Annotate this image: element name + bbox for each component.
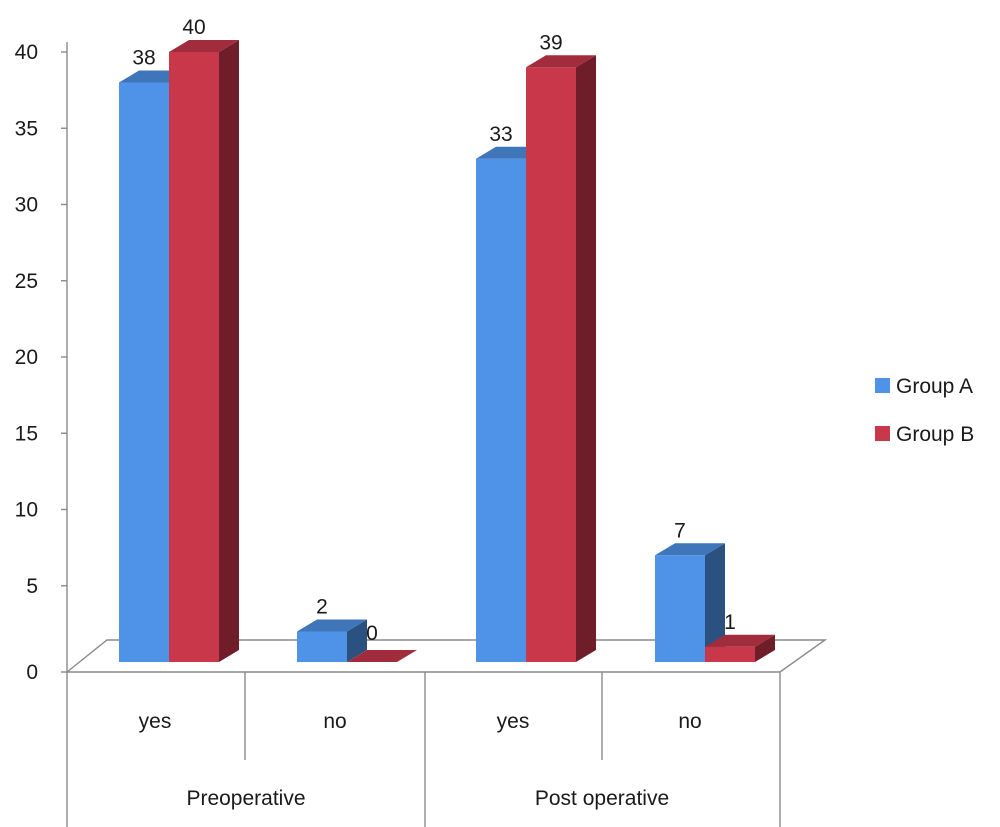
bar-side [219, 40, 239, 662]
data-label: 0 [366, 622, 378, 645]
bar-top [526, 55, 596, 68]
bar-group-b [705, 646, 755, 662]
y-tick-label: 40 [15, 41, 38, 64]
bar-top [169, 40, 239, 52]
bar-group-b [526, 67, 576, 662]
x-category-label: no [323, 710, 346, 733]
chart-floor [65, 639, 828, 673]
bar-side [576, 55, 596, 662]
data-label: 38 [132, 47, 155, 70]
x-category-label: yes [139, 710, 172, 733]
bar-group-a [476, 158, 526, 662]
legend-label: Group A [896, 375, 973, 398]
bar-group-b [169, 52, 219, 662]
legend: Group A Group B [875, 375, 974, 446]
bar-side [755, 634, 775, 662]
bars [119, 40, 775, 662]
y-tick-label: 25 [15, 270, 38, 293]
bar-top [347, 650, 417, 662]
data-label: 2 [316, 596, 328, 619]
y-tick-label: 0 [26, 661, 38, 684]
legend-swatch [875, 378, 890, 393]
bar-group-a [297, 631, 347, 662]
bar-side [347, 619, 367, 662]
legend-swatch [875, 426, 890, 441]
data-labels: 38 2 33 7 40 0 39 1 [132, 16, 736, 645]
y-tick-label: 20 [15, 346, 38, 369]
data-label: 39 [539, 31, 562, 54]
y-tick-label: 35 [15, 117, 38, 140]
x-group-label: Post operative [535, 787, 669, 810]
y-tick-label: 15 [15, 422, 38, 445]
bar-top [655, 543, 725, 556]
x-category-label: no [678, 710, 701, 733]
y-tick-label: 5 [26, 575, 38, 598]
data-label: 7 [674, 519, 686, 542]
bar-top [705, 634, 775, 647]
x-group-label: Preoperative [186, 787, 305, 810]
bar-group-a [655, 555, 705, 662]
y-tick-label: 10 [15, 499, 38, 522]
x-category-label: yes [497, 710, 530, 733]
bar-side [705, 543, 725, 662]
y-tick-label: 30 [15, 194, 38, 217]
bar-group-a [119, 82, 169, 662]
data-label: 40 [182, 16, 205, 39]
legend-label: Group B [896, 423, 974, 446]
bar-top [297, 619, 367, 632]
data-label: 33 [489, 123, 512, 146]
data-label: 1 [724, 611, 736, 634]
